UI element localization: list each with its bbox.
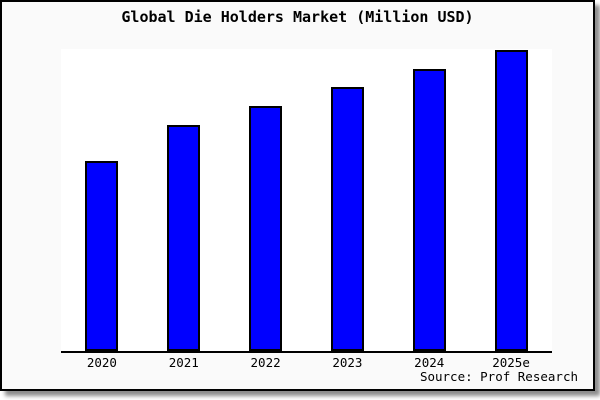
x-axis-labels: 2020 2021 2022 2023 2024 2025e <box>61 354 552 371</box>
bar-2023 <box>330 87 364 351</box>
bar-2022 <box>249 106 283 351</box>
x-tick-label-2024: 2024 <box>414 355 445 370</box>
bar-2021 <box>167 125 201 351</box>
bar-2024 <box>412 69 446 351</box>
x-tick-label-2023: 2023 <box>332 355 363 370</box>
x-tick-label-2022: 2022 <box>250 355 281 370</box>
chart-figure: Global Die Holders Market (Million USD) … <box>0 0 595 391</box>
chart-title: Global Die Holders Market (Million USD) <box>121 8 474 26</box>
bar-2025e <box>494 50 528 351</box>
plot-area <box>61 49 552 353</box>
x-tick-label-2020: 2020 <box>86 355 117 370</box>
bar-2020 <box>85 161 119 351</box>
x-tick-label-2025e: 2025e <box>492 355 530 370</box>
source-attribution: Source: Prof Research <box>419 369 578 384</box>
x-tick-label-2021: 2021 <box>168 355 199 370</box>
